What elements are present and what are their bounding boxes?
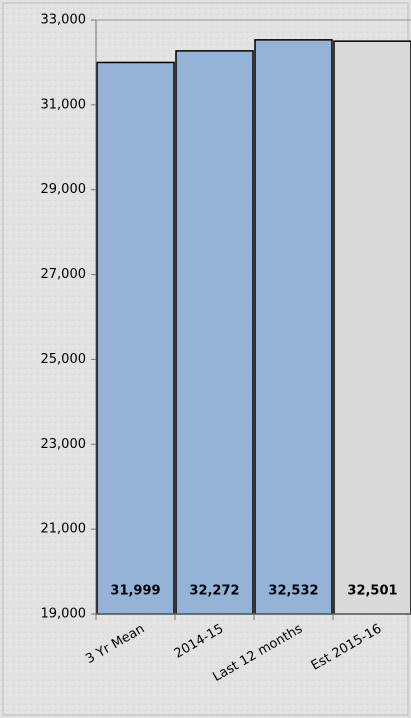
- y-tick-label: 31,000: [41, 97, 87, 112]
- bar: [96, 61, 175, 615]
- y-tick-label: 21,000: [41, 522, 87, 537]
- bar: [254, 39, 333, 615]
- y-tick-label: 23,000: [41, 437, 87, 452]
- y-tick-label: 29,000: [41, 182, 87, 197]
- value-label: 32,272: [189, 584, 239, 599]
- value-label: 31,999: [110, 584, 160, 599]
- value-label: 32,532: [268, 584, 318, 599]
- y-tick-label: 33,000: [41, 13, 87, 28]
- bar: [333, 40, 411, 615]
- y-tick-label: 27,000: [41, 267, 87, 282]
- y-tick-label: 25,000: [41, 352, 87, 367]
- bar: [175, 50, 254, 615]
- y-tick-label: 19,000: [41, 607, 87, 622]
- value-label: 32,501: [347, 584, 397, 599]
